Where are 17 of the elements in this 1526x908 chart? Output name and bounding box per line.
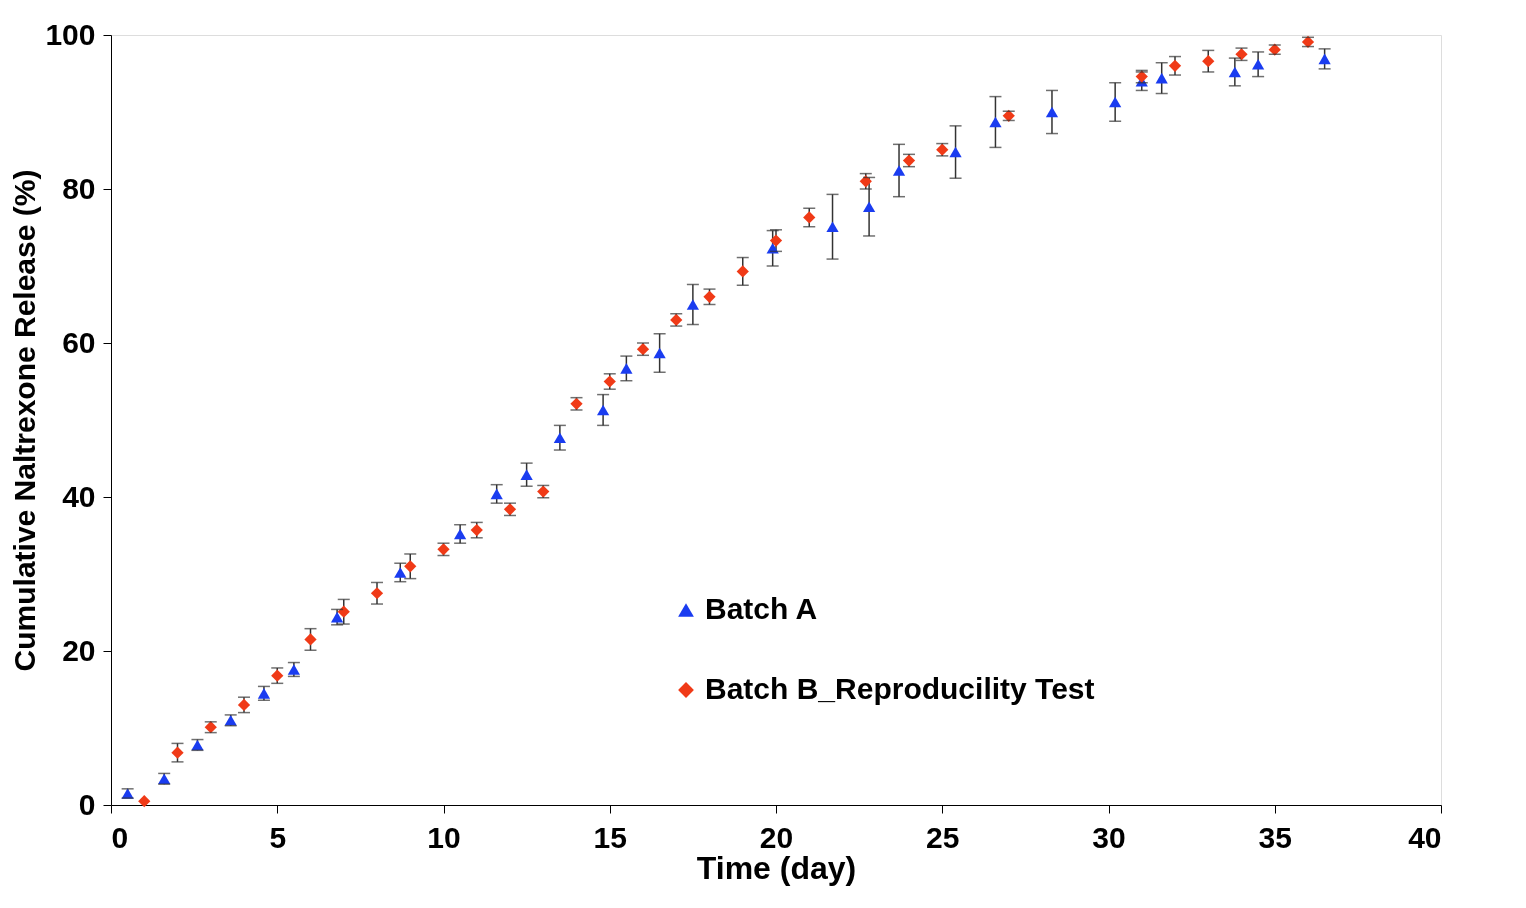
legend-label: Batch A <box>705 592 818 625</box>
y-axis-title: Cumulative Naltrexone Release (%) <box>8 169 42 672</box>
y-tick-label: 20 <box>62 633 96 667</box>
x-tick-label: 30 <box>1092 820 1126 854</box>
y-tick-label: 0 <box>78 787 96 821</box>
y-tick-label: 60 <box>62 325 96 359</box>
x-tick-label: 0 <box>111 820 129 854</box>
x-tick-label: 40 <box>1408 820 1442 854</box>
x-tick-label: 25 <box>926 820 960 854</box>
x-tick-label: 5 <box>269 820 287 854</box>
y-tick-label: 100 <box>45 17 96 51</box>
y-tick-label: 80 <box>62 171 96 205</box>
x-tick-label: 35 <box>1258 820 1292 854</box>
y-tick-label: 40 <box>62 479 96 513</box>
x-tick-label: 10 <box>427 820 461 854</box>
x-tick-label: 15 <box>593 820 627 854</box>
legend-label: Batch B_Reproducility Test <box>705 672 1095 705</box>
